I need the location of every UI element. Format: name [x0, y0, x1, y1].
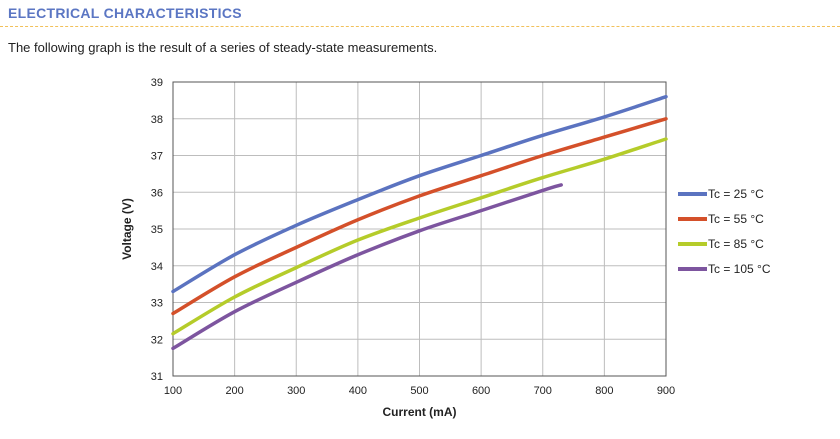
x-tick-label: 800 — [595, 385, 613, 397]
y-tick-label: 31 — [151, 371, 163, 383]
y-tick-label: 38 — [151, 114, 163, 126]
x-tick-label: 100 — [164, 385, 182, 397]
legend: Tc = 25 °C Tc = 55 °C Tc = 85 °C Tc = 105 °… — [678, 187, 771, 276]
plot-frame — [172, 81, 667, 377]
y-tick-label: 32 — [151, 334, 163, 346]
x-tick-label: 200 — [225, 385, 243, 397]
legend-label: Tc = 55 °C — [708, 212, 764, 226]
y-tick-label: 37 — [151, 151, 163, 163]
y-tick-label: 33 — [151, 298, 163, 310]
legend-label: Tc = 25 °C — [708, 187, 764, 201]
series-line-1 — [171, 94, 668, 294]
y-tick-label: 34 — [151, 261, 163, 273]
x-tick-label: 300 — [287, 385, 305, 397]
x-tick-label: 900 — [657, 385, 675, 397]
y-tick-labels: 31 32 33 34 35 36 37 38 39 — [151, 77, 163, 383]
series-line-2 — [171, 117, 668, 316]
series-line-4 — [171, 183, 563, 351]
x-tick-label: 700 — [534, 385, 552, 397]
x-tick-labels: 100 200 300 400 500 600 700 800 900 — [164, 385, 675, 397]
x-tick-label: 600 — [472, 385, 490, 397]
intro-text: The following graph is the result of a s… — [8, 40, 438, 55]
legend-label: Tc = 85 °C — [708, 237, 764, 251]
y-tick-label: 35 — [151, 224, 163, 236]
series-lines — [171, 94, 668, 351]
x-axis-title: Current (mA) — [383, 405, 457, 419]
x-tick-label: 400 — [349, 385, 367, 397]
series-line-3 — [171, 137, 668, 336]
x-tick-label: 500 — [410, 385, 428, 397]
section-title: ELECTRICAL CHARACTERISTICS — [8, 5, 242, 21]
legend-label: Tc = 105 °C — [708, 262, 771, 276]
y-axis-title: Voltage (V) — [120, 198, 134, 260]
section-divider — [0, 26, 840, 27]
y-tick-label: 36 — [151, 187, 163, 199]
y-tick-label: 39 — [151, 77, 163, 89]
